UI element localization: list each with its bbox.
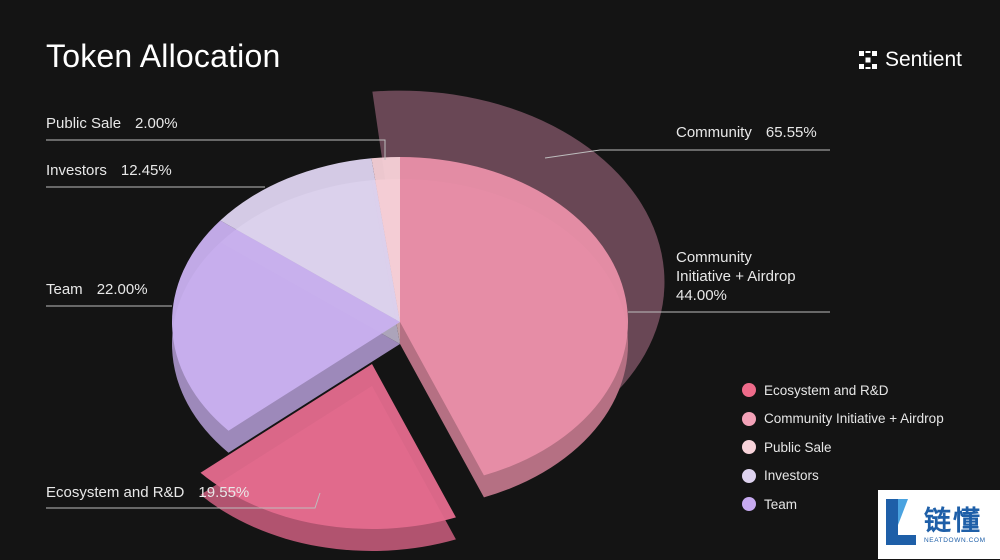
brand-logo: Sentient (858, 48, 962, 72)
sentient-logo-icon (858, 51, 877, 69)
legend-item: Community Initiative + Airdrop (742, 405, 944, 434)
legend-swatch (742, 468, 756, 483)
pie-slice (371, 157, 400, 322)
watermark-url: NEATDOWN.COM (924, 537, 986, 544)
pie-slice (200, 364, 456, 529)
label-team: Team 22.00% (46, 281, 148, 298)
legend-label: Ecosystem and R&D (764, 382, 889, 398)
leader-line (46, 139, 386, 160)
legend-label: Public Sale (764, 439, 832, 455)
legend-swatch (742, 383, 756, 398)
pie-slice (220, 158, 400, 322)
watermark-text: 链懂 (924, 506, 982, 536)
label-community: Community 65.55% (676, 124, 817, 141)
pie-slice (400, 157, 628, 476)
legend-swatch (742, 411, 756, 426)
legend-label: Team (764, 496, 798, 512)
label-community-initiative: Community Initiative + Airdrop 44.00% (676, 249, 796, 304)
legend-item: Investors (742, 462, 944, 491)
legend-item: Team (742, 490, 944, 519)
brand-name: Sentient (884, 48, 962, 71)
legend-item: Ecosystem and R&D (742, 376, 944, 405)
pie-slice (172, 220, 400, 431)
label-public-sale: Public Sale 2.00% (46, 115, 178, 132)
legend-item: Public Sale (742, 433, 944, 462)
leader-line (544, 149, 830, 159)
label-investors: Investors 12.45% (46, 162, 172, 179)
watermark: 链懂 NEATDOWN.COM (878, 490, 1000, 559)
watermark-logo-icon (882, 495, 918, 555)
legend-swatch (742, 497, 756, 512)
chart-legend: Ecosystem and R&D Community Initiative +… (742, 376, 944, 519)
legend-label: Community Initiative + Airdrop (764, 411, 944, 427)
leader-line (46, 492, 321, 509)
chart-title: Token Allocation (46, 38, 281, 74)
legend-swatch (742, 440, 756, 455)
legend-label: Investors (764, 468, 819, 484)
label-ecosystem: Ecosystem and R&D 19.55% (46, 484, 250, 501)
